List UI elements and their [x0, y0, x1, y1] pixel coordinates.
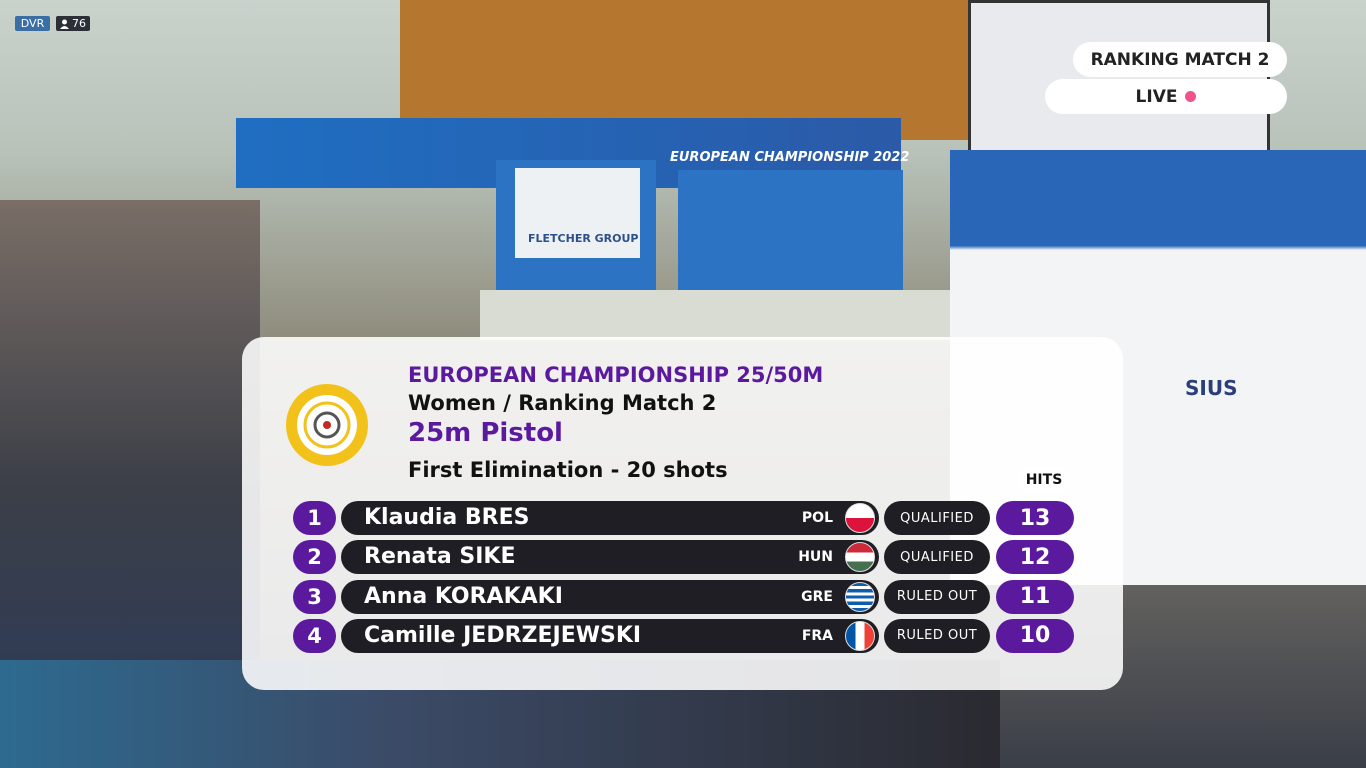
results-panel: EUROPEAN CHAMPIONSHIP 25/50M Women / Ran… — [242, 337, 1123, 690]
country-code: GRE — [801, 588, 833, 605]
panel-subtitle: Women / Ranking Match 2 — [408, 391, 717, 415]
hits-pill: 12 — [996, 540, 1074, 575]
country-code: HUN — [798, 549, 833, 566]
athlete-bar: Klaudia BRES POL — [341, 501, 879, 535]
sponsor-text: FLETCHER GROUP — [528, 232, 639, 245]
status-pill: QUALIFIED — [884, 501, 990, 535]
booth-inner — [515, 168, 640, 258]
event-pill: RANKING MATCH 2 — [1073, 42, 1287, 77]
rank-badge: 2 — [293, 540, 336, 575]
status-pill: RULED OUT — [884, 618, 990, 653]
flag — [845, 620, 875, 651]
live-pill: LIVE — [1045, 79, 1287, 114]
athlete-name: Anna KORAKAKI — [364, 583, 563, 609]
stage: First Elimination - 20 shots — [408, 458, 728, 482]
discipline: 25m Pistol — [408, 418, 563, 448]
banner-text: EUROPEAN CHAMPIONSHIP 2022 — [670, 150, 910, 165]
athlete-name: Camille JEDRZEJEWSKI — [364, 622, 642, 648]
live-text: LIVE — [1135, 86, 1178, 107]
viewer-count: 76 — [72, 17, 86, 30]
dvr-badge: DVR — [15, 16, 50, 31]
viewer-icon — [60, 19, 69, 29]
flag — [845, 503, 875, 533]
hits-header: HITS — [1018, 466, 1070, 494]
athlete-bar: Renata SIKE HUN — [341, 540, 879, 575]
flag — [845, 581, 875, 612]
rank-badge: 3 — [293, 579, 336, 614]
country-code: FRA — [801, 627, 833, 644]
federation-logo — [286, 384, 368, 466]
status-pill: RULED OUT — [884, 579, 990, 614]
athlete-name: Klaudia BRES — [364, 505, 530, 530]
status-pill: QUALIFIED — [884, 540, 990, 575]
back-wall — [400, 0, 980, 140]
panel-title: EUROPEAN CHAMPIONSHIP 25/50M — [408, 363, 824, 387]
sponsor-board: SIUS — [1185, 376, 1238, 400]
floor — [480, 290, 1000, 340]
hits-pill: 13 — [996, 501, 1074, 535]
flag — [845, 542, 875, 573]
live-dot — [1185, 91, 1197, 102]
hits-pill: 11 — [996, 579, 1074, 614]
rank-badge: 1 — [293, 501, 336, 535]
athlete-bar: Anna KORAKAKI GRE — [341, 579, 879, 614]
country-code: POL — [801, 510, 833, 526]
rank-badge: 4 — [293, 618, 336, 653]
hits-pill: 10 — [996, 618, 1074, 653]
athlete-name: Renata SIKE — [364, 544, 516, 570]
viewer-badge: 76 — [56, 16, 90, 31]
athlete-bar: Camille JEDRZEJEWSKI FRA — [341, 618, 879, 653]
